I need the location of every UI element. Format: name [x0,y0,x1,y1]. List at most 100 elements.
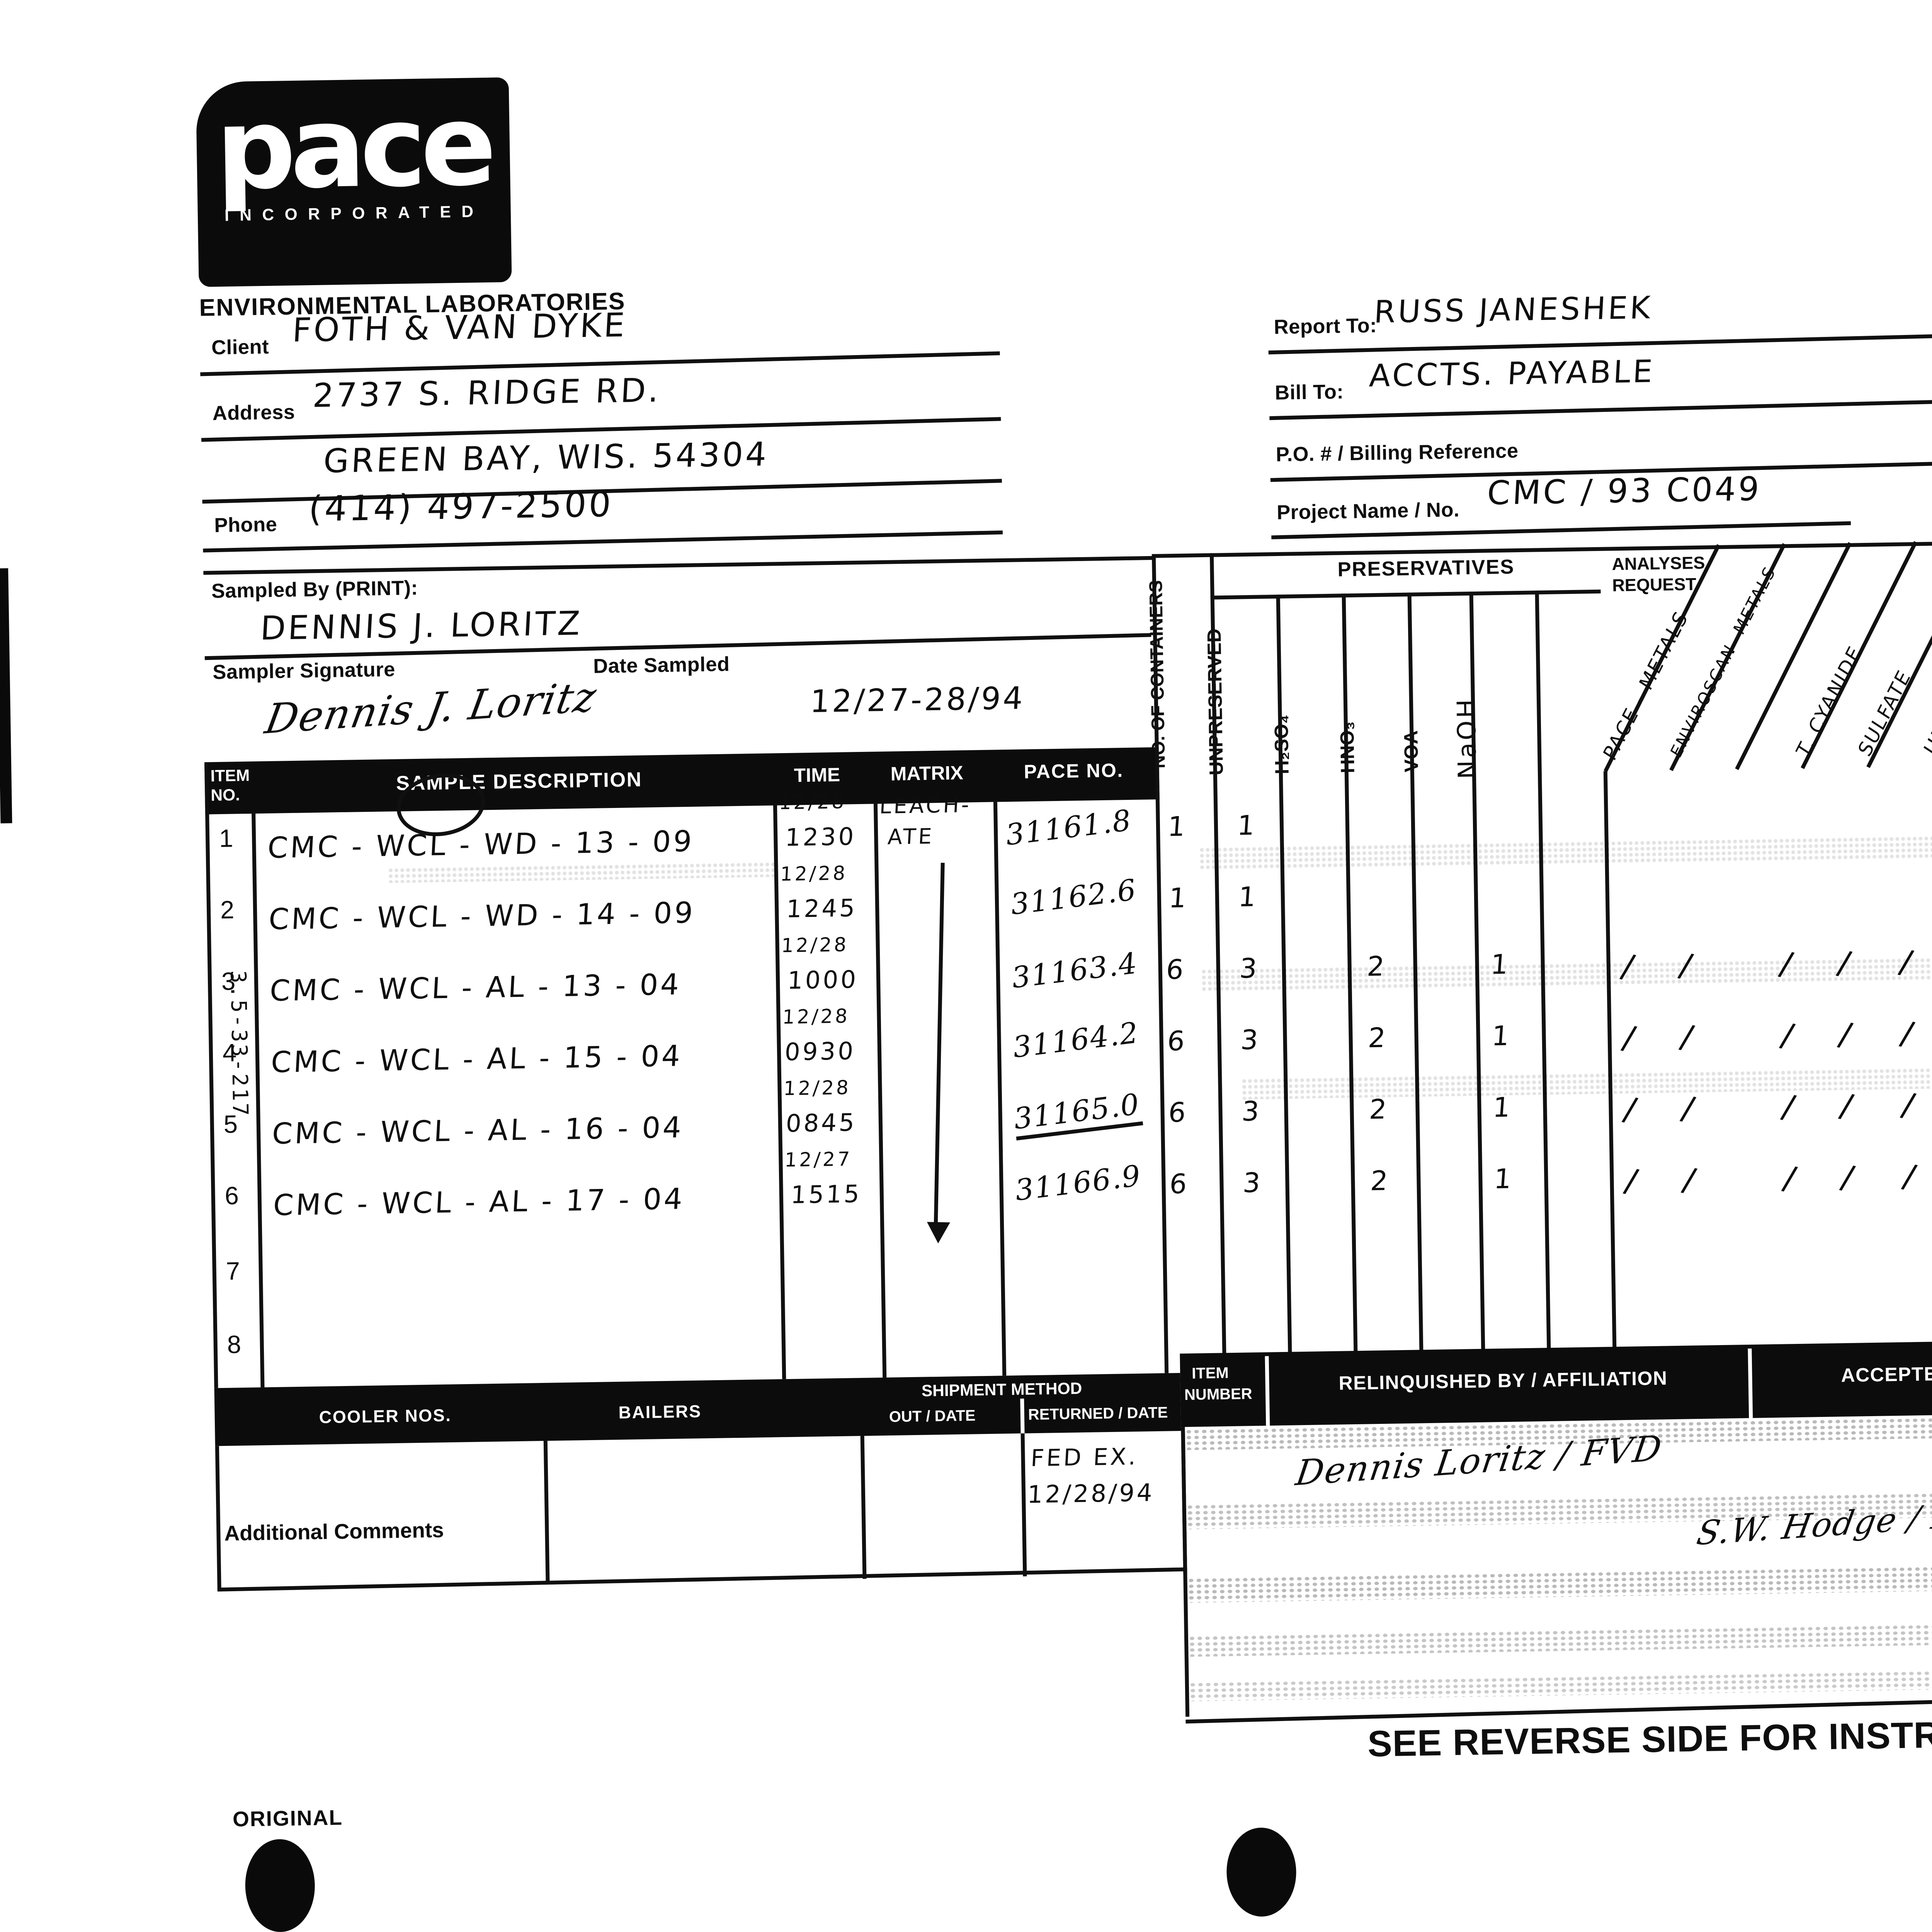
preservatives-header: PRESERVATIVES [1337,556,1515,582]
row-time: 1000 [787,964,859,995]
pace-no-header: PACE NO. [1024,761,1124,784]
date-sampled-label: Date Sampled [593,653,730,679]
phone-value: (414) 497-2500 [308,485,614,531]
matrix-arrow-line [934,862,945,1226]
row-pace-no: 31166.9 [1013,1158,1143,1208]
analyses-request-header-2: REQUEST [1612,574,1697,595]
report-to-label: Report To: [1274,315,1377,340]
analysis-col-t-cyanide: T. CYANIDE [1794,642,1867,762]
preservative-col-naoh: NaOH [1453,697,1484,779]
row-containers: 6 [1167,1098,1189,1130]
item-number-header-1: ITEM [1191,1364,1229,1383]
row-pace-no: 31161.8 [1003,803,1134,853]
row-item-no: 3 [221,966,236,996]
analysis-slash: / [1836,1087,1856,1128]
row-time: 1515 [790,1179,862,1209]
row-hno3: 2 [1367,1024,1389,1055]
row-item-no: 2 [220,895,235,924]
row-sample-description: CMC - WCL - WD - 14 - 09 [268,895,696,937]
row-time: 0930 [784,1036,857,1066]
analysis-slash: / [1778,1088,1798,1129]
row-time: 0845 [785,1107,858,1138]
project-name-value: CMC / 93 C049 [1486,471,1762,514]
row-date: 12/28 [781,935,849,958]
row-item-no: 5 [223,1109,238,1139]
additional-comments-label: Additional Comments [224,1520,444,1547]
row-sample-description: CMC - WCL - AL - 15 - 04 [270,1039,684,1080]
address-label: Address [212,401,295,426]
row-hno3: 2 [1366,952,1388,984]
analysis-slash: / [1835,1016,1855,1056]
out-date-header: OUT / DATE [889,1407,976,1426]
pace-logo: pace INCORPORATED [196,77,512,287]
matrix-header: MATRIX [890,764,964,786]
returned-value-carrier: FED EX. [1030,1443,1139,1472]
row-containers: 1 [1167,812,1188,844]
analysis-slash: / [1677,1018,1697,1059]
row-containers: 6 [1166,1027,1188,1058]
row-unpreserved: 3 [1240,1097,1262,1129]
see-reverse-instructions: SEE REVERSE SIDE FOR INSTRUCTIONS [1367,1714,1932,1766]
row-unpreserved: 3 [1239,1026,1261,1057]
returned-value-date: 12/28/94 [1027,1478,1155,1509]
bailers-header: BAILERS [618,1401,702,1422]
item-no-header-2: NO. [211,785,240,805]
row-date: 12/28 [778,793,847,815]
analysis-slash: / [1621,1162,1641,1202]
row-hno3: 2 [1368,1095,1390,1127]
analysis-slash: / [1619,1019,1639,1060]
row-item-no: 7 [226,1256,240,1286]
address-value-line2: GREEN BAY, WIS. 54304 [322,436,770,482]
cooler-nos-header: COOLER NOS. [319,1405,452,1427]
hole-punch-dot [244,1838,316,1932]
row-pace-no: 31164.2 [1011,1015,1141,1065]
client-label: Client [211,336,269,361]
scan-artifact [0,568,12,823]
row-naoh: 1 [1490,1022,1512,1053]
date-sampled-value: 12/27-28/94 [809,680,1026,720]
shipment-method-header: SHIPMENT METHOD [921,1378,1082,1400]
analysis-slash: / [1837,1158,1857,1199]
analyses-request-header-1: ANALYSES [1612,553,1705,574]
sampler-signature-value: Dennis J. Loritz [262,673,601,743]
time-header: TIME [794,765,840,788]
row-sample-description: CMC - WCL - AL - 13 - 04 [269,967,682,1009]
row-item-no: 1 [219,823,233,853]
sample-table-header-bar [204,747,1160,815]
analysis-col-uranium: URANIUM [1922,658,1932,760]
analysis-slash: / [1898,1086,1918,1127]
address-value-line1: 2737 S. RIDGE RD. [311,372,662,417]
preservative-col-hno3: HNO₃ [1338,721,1360,774]
row-date: 12/28 [779,864,848,887]
row-item-no: 8 [227,1330,242,1359]
row-containers: 6 [1168,1170,1190,1201]
sampled-by-label: Sampled By (PRINT): [211,577,418,604]
item-no-header-1: ITEM [210,765,250,786]
analysis-slash: / [1899,1158,1919,1198]
row-date: 12/27 [784,1150,853,1173]
preservative-col-unpreserved: UNPRESERVED [1205,628,1229,776]
row-unpreserved: 3 [1238,954,1260,986]
row-unpreserved: 1 [1236,811,1258,843]
row-sample-description: CMC - WCL - AL - 16 - 04 [271,1110,685,1151]
analysis-slash: / [1678,1090,1698,1130]
row-naoh: 1 [1489,950,1511,982]
hole-punch-dot [1226,1827,1297,1917]
row-containers: 6 [1165,955,1187,987]
matrix-arrow-head [926,1222,950,1244]
preservative-col-h2so4: H₂SO₄ [1272,714,1294,775]
row-naoh: 1 [1493,1165,1514,1196]
analysis-slash: / [1897,1015,1917,1055]
row-item-no: 4 [222,1038,237,1067]
row-sample-description: CMC - WCL - WD - 13 - 09 [267,824,695,866]
phone-label: Phone [214,514,277,538]
analysis-slash: / [1620,1090,1640,1131]
returned-date-header: RETURNED / DATE [1028,1404,1168,1424]
sampler-signature-label: Sampler Signature [212,658,396,685]
row-unpreserved: 3 [1242,1168,1264,1200]
row-pace-no: 31163.4 [1010,946,1140,996]
matrix-value-leach: LEACH- [879,793,972,820]
bill-to-label: Bill To: [1274,381,1344,405]
